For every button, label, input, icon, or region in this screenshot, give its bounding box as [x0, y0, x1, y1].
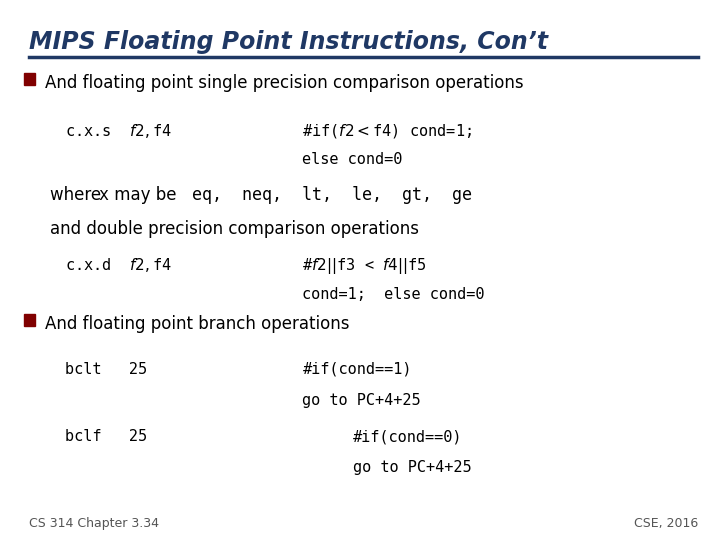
- Text: go to PC+4+25: go to PC+4+25: [353, 460, 472, 475]
- Text: where: where: [50, 186, 107, 204]
- Text: may be: may be: [109, 186, 182, 204]
- Text: #$f2||$f3 < $f4||$f5: #$f2||$f3 < $f4||$f5: [302, 256, 428, 276]
- Text: cond=1;  else cond=0: cond=1; else cond=0: [302, 287, 485, 302]
- Text: else cond=0: else cond=0: [302, 152, 402, 167]
- Text: And floating point branch operations: And floating point branch operations: [45, 315, 350, 333]
- Text: bclf   25: bclf 25: [65, 429, 147, 444]
- Text: eq,  neq,  lt,  le,  gt,  ge: eq, neq, lt, le, gt, ge: [192, 186, 472, 204]
- Text: #if(cond==1): #if(cond==1): [302, 362, 412, 377]
- Text: c.x.s  $f2,$f4: c.x.s $f2,$f4: [65, 122, 171, 139]
- Text: c.x.d  $f2,$f4: c.x.d $f2,$f4: [65, 256, 171, 274]
- Text: CSE, 2016: CSE, 2016: [634, 517, 698, 530]
- Text: MIPS Floating Point Instructions, Con’t: MIPS Floating Point Instructions, Con’t: [29, 30, 548, 53]
- Bar: [24, 314, 35, 326]
- Text: CS 314 Chapter 3.34: CS 314 Chapter 3.34: [29, 517, 159, 530]
- Bar: [24, 73, 35, 85]
- Text: #if($f2 < $f4) cond=1;: #if($f2 < $f4) cond=1;: [302, 122, 472, 139]
- Text: and double precision comparison operations: and double precision comparison operatio…: [50, 220, 419, 238]
- Text: bclt   25: bclt 25: [65, 362, 147, 377]
- Text: #if(cond==0): #if(cond==0): [353, 429, 462, 444]
- Text: x: x: [99, 186, 109, 204]
- Text: And floating point single precision comparison operations: And floating point single precision comp…: [45, 74, 524, 92]
- Text: go to PC+4+25: go to PC+4+25: [302, 393, 421, 408]
